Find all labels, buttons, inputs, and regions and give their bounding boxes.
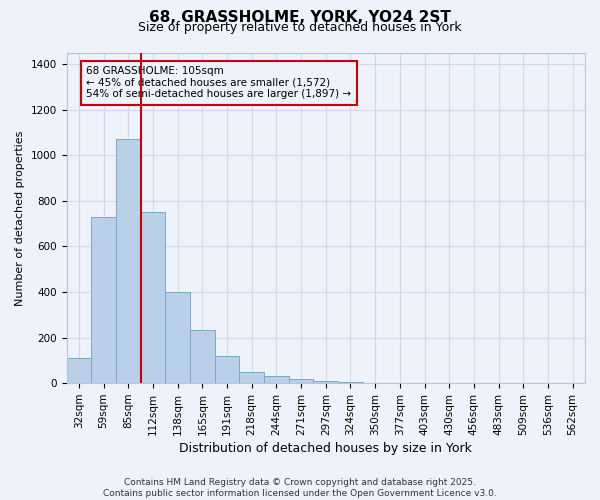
Text: Contains HM Land Registry data © Crown copyright and database right 2025.
Contai: Contains HM Land Registry data © Crown c… — [103, 478, 497, 498]
Bar — [264, 376, 289, 383]
Bar — [289, 378, 313, 383]
Bar — [338, 382, 363, 383]
Bar — [313, 381, 338, 383]
Text: Size of property relative to detached houses in York: Size of property relative to detached ho… — [138, 21, 462, 34]
Text: 68, GRASSHOLME, YORK, YO24 2ST: 68, GRASSHOLME, YORK, YO24 2ST — [149, 10, 451, 25]
Y-axis label: Number of detached properties: Number of detached properties — [15, 130, 25, 306]
X-axis label: Distribution of detached houses by size in York: Distribution of detached houses by size … — [179, 442, 472, 455]
Bar — [140, 212, 165, 383]
Bar — [165, 292, 190, 383]
Bar — [190, 330, 215, 383]
Bar — [116, 139, 140, 383]
Bar — [239, 372, 264, 383]
Bar — [91, 216, 116, 383]
Bar — [67, 358, 91, 383]
Text: 68 GRASSHOLME: 105sqm
← 45% of detached houses are smaller (1,572)
54% of semi-d: 68 GRASSHOLME: 105sqm ← 45% of detached … — [86, 66, 352, 100]
Bar — [215, 356, 239, 383]
